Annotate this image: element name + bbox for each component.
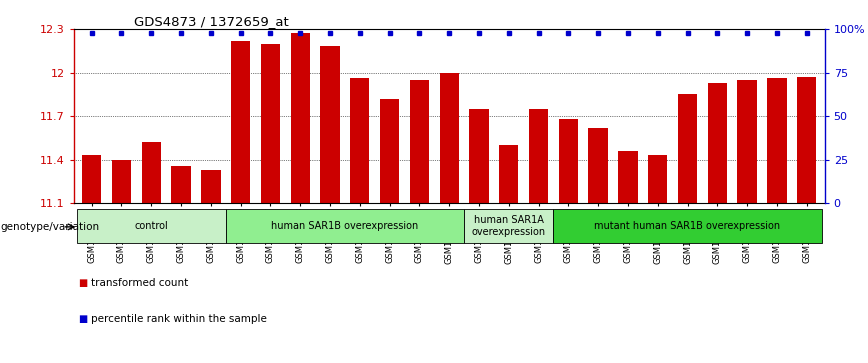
Bar bbox=[82, 155, 102, 203]
Bar bbox=[410, 80, 429, 203]
Text: percentile rank within the sample: percentile rank within the sample bbox=[91, 314, 267, 325]
Text: ■: ■ bbox=[78, 278, 88, 288]
Bar bbox=[499, 145, 518, 203]
Text: human SAR1A
overexpression: human SAR1A overexpression bbox=[471, 215, 546, 237]
Bar bbox=[320, 46, 339, 203]
Bar bbox=[738, 80, 757, 203]
Bar bbox=[76, 209, 226, 243]
Bar bbox=[171, 166, 191, 203]
Bar bbox=[201, 170, 220, 203]
Text: mutant human SAR1B overexpression: mutant human SAR1B overexpression bbox=[595, 221, 780, 231]
Bar bbox=[678, 94, 697, 203]
Text: human SAR1B overexpression: human SAR1B overexpression bbox=[272, 221, 418, 231]
Bar bbox=[589, 128, 608, 203]
Bar bbox=[141, 142, 161, 203]
Text: genotype/variation: genotype/variation bbox=[1, 222, 100, 232]
Bar bbox=[464, 209, 554, 243]
Bar bbox=[554, 209, 822, 243]
Bar bbox=[260, 44, 280, 203]
Text: transformed count: transformed count bbox=[91, 278, 188, 288]
Bar bbox=[291, 33, 310, 203]
Bar bbox=[559, 119, 578, 203]
Bar bbox=[797, 77, 817, 203]
Bar bbox=[439, 73, 459, 203]
Text: control: control bbox=[135, 221, 168, 231]
Bar bbox=[767, 78, 786, 203]
Bar bbox=[112, 160, 131, 203]
Text: GDS4873 / 1372659_at: GDS4873 / 1372659_at bbox=[134, 15, 288, 28]
Bar bbox=[529, 109, 549, 203]
Bar bbox=[231, 41, 250, 203]
Bar bbox=[618, 151, 638, 203]
Text: ■: ■ bbox=[78, 314, 88, 325]
Bar bbox=[648, 155, 667, 203]
Bar bbox=[470, 109, 489, 203]
Bar bbox=[350, 78, 370, 203]
Bar bbox=[226, 209, 464, 243]
Bar bbox=[707, 83, 727, 203]
Bar bbox=[380, 99, 399, 203]
